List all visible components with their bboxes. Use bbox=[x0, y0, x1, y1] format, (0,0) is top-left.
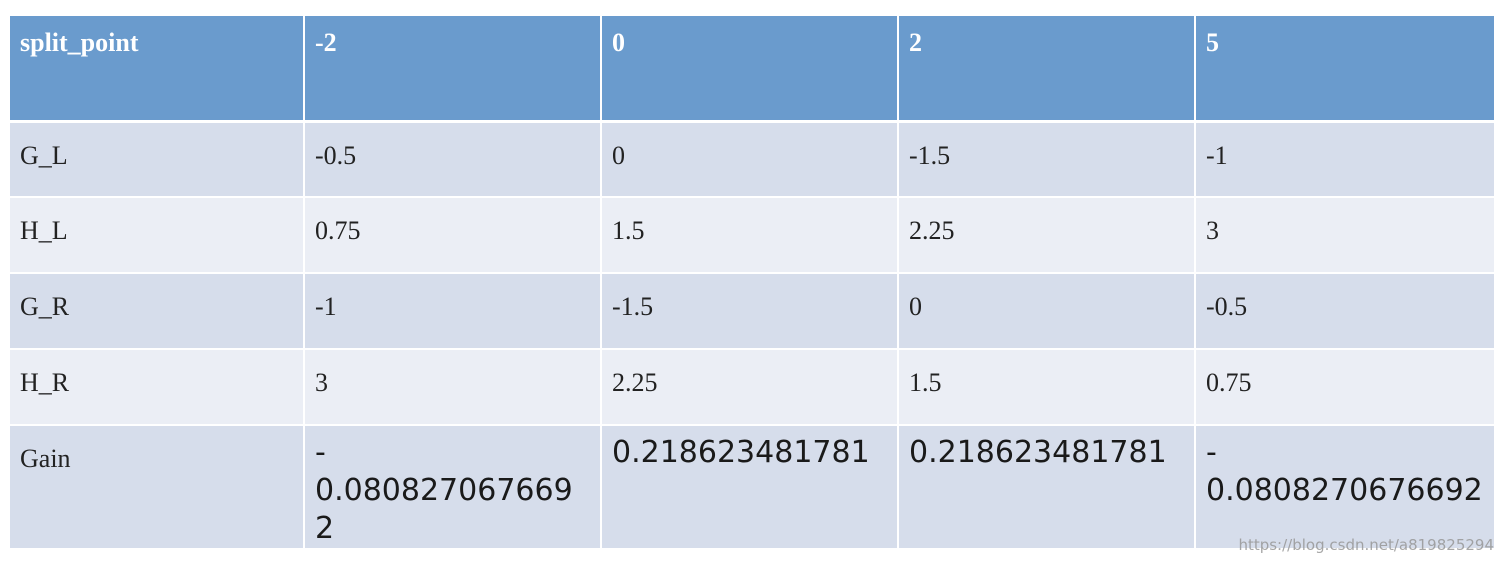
table-cell: 1.5 bbox=[601, 197, 899, 274]
gain-cell: 0.218623481781 bbox=[898, 425, 1196, 550]
gain-cell: -​0.0808270676692 bbox=[1195, 425, 1494, 550]
table-cell: -0.5 bbox=[1195, 273, 1494, 350]
table-row-h-l: H_L 0.75 1.5 2.25 3 bbox=[10, 197, 1494, 274]
header-cell: 5 bbox=[1195, 16, 1494, 123]
row-label: G_L bbox=[10, 121, 305, 198]
header-cell-split-point: split_point bbox=[10, 16, 305, 123]
table-cell: 0 bbox=[898, 273, 1196, 350]
table-cell: 2.25 bbox=[601, 349, 899, 426]
row-label: H_L bbox=[10, 197, 305, 274]
table-cell: 0.75 bbox=[304, 197, 602, 274]
row-label: H_R bbox=[10, 349, 305, 426]
table-cell: -1 bbox=[1195, 121, 1494, 198]
header-cell: 2 bbox=[898, 16, 1196, 123]
table-cell: -1.5 bbox=[601, 273, 899, 350]
table-cell: 3 bbox=[304, 349, 602, 426]
table-cell: -0.5 bbox=[304, 121, 602, 198]
watermark-url: https://blog.csdn.net/a819825294 bbox=[1238, 536, 1494, 554]
table-row-g-r: G_R -1 -1.5 0 -0.5 bbox=[10, 273, 1494, 350]
table-cell: 2.25 bbox=[898, 197, 1196, 274]
header-cell: -2 bbox=[304, 16, 602, 123]
table-cell: 0.75 bbox=[1195, 349, 1494, 426]
header-cell: 0 bbox=[601, 16, 899, 123]
table-cell: -1 bbox=[304, 273, 602, 350]
header-row: split_point -2 0 2 5 bbox=[10, 16, 1494, 123]
table-cell: 1.5 bbox=[898, 349, 1196, 426]
table-row-g-l: G_L -0.5 0 -1.5 -1 bbox=[10, 121, 1494, 198]
table-row-h-r: H_R 3 2.25 1.5 0.75 bbox=[10, 349, 1494, 426]
table-row-gain: Gain -​0.0808270676692 0.218623481781 0.… bbox=[10, 425, 1494, 550]
gain-cell: 0.218623481781 bbox=[601, 425, 899, 550]
table-cell: 0 bbox=[601, 121, 899, 198]
row-label: Gain bbox=[10, 425, 305, 550]
row-label: G_R bbox=[10, 273, 305, 350]
table-cell: -1.5 bbox=[898, 121, 1196, 198]
table-cell: 3 bbox=[1195, 197, 1494, 274]
gain-cell: -​0.0808270676692 bbox=[304, 425, 602, 550]
split-gain-table: split_point -2 0 2 5 G_L -0.5 0 -1.5 -1 … bbox=[10, 16, 1494, 550]
